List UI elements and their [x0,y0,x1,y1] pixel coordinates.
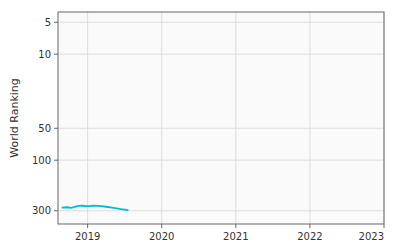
y-tick-label: 100 [32,155,51,166]
y-tick-label: 300 [32,205,51,216]
x-tick [161,224,162,228]
x-tick [309,224,310,228]
y-grid-line [58,210,384,211]
page: {"chart_data": {"type": "line", "ylabel"… [0,0,400,250]
chart-container: 5 10 50 100 300 2019 2020 2021 2022 2023 World Ran… [0,0,400,250]
x-grid-line [235,12,236,224]
y-tick-label: 10 [38,49,51,60]
x-tick-label: 2023 [359,231,384,242]
chart: 5 10 50 100 300 2019 2020 2021 2022 2023 World Ran… [0,0,400,250]
x-tick-label: 2021 [223,231,248,242]
x-tick [87,224,88,228]
y-tick [54,54,58,55]
x-tick-label: 2022 [297,231,322,242]
x-grid-line [87,12,88,224]
y-grid-line [58,22,384,23]
y-grid-line [58,54,384,55]
x-tick-label: 2020 [149,231,174,242]
y-tick [54,22,58,23]
y-tick-label: 50 [38,123,51,134]
x-tick [384,224,385,228]
y-axis-label: World Ranking [8,78,21,158]
plot-area [58,12,384,224]
grid [58,12,384,224]
data-line [62,206,129,211]
x-tick-label: 2019 [75,231,100,242]
x-grid-line [161,12,162,224]
y-grid-line [58,128,384,129]
y-tick [54,128,58,129]
y-grid-line [58,160,384,161]
y-tick-label: 5 [45,17,51,28]
y-tick [54,210,58,211]
series-group [62,206,129,211]
x-tick [235,224,236,228]
plot-frame [58,12,384,224]
y-tick [54,160,58,161]
x-grid-line [309,12,310,224]
